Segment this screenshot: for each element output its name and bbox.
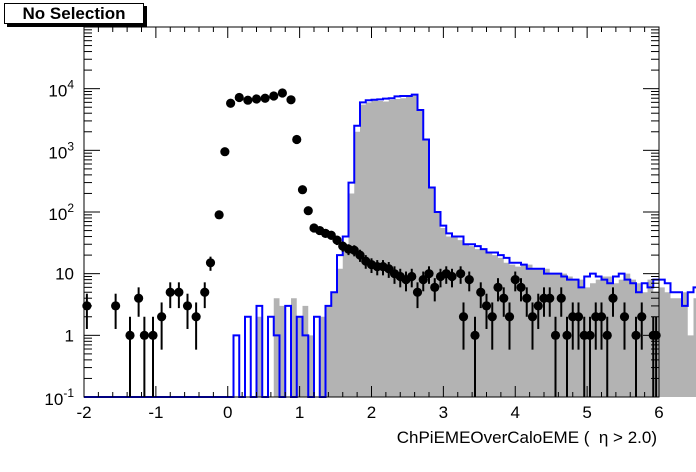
data-point-64 bbox=[527, 312, 538, 322]
data-point-8 bbox=[174, 287, 184, 297]
data-point-76 bbox=[596, 312, 607, 322]
data-point-52 bbox=[458, 312, 469, 322]
data-point-3 bbox=[134, 293, 144, 303]
data-point-55 bbox=[476, 287, 486, 297]
data-point-47 bbox=[430, 282, 440, 292]
y-tick-label-3: 102 bbox=[48, 201, 74, 224]
data-point-25 bbox=[303, 206, 313, 216]
x-tick-label-2: 0 bbox=[223, 403, 232, 422]
gray-histogram bbox=[84, 94, 696, 397]
data-point-58 bbox=[493, 282, 503, 292]
data-point-51 bbox=[456, 269, 466, 279]
data-point-6 bbox=[157, 312, 167, 322]
data-point-63 bbox=[522, 293, 532, 303]
x-tick-label-7: 5 bbox=[582, 403, 591, 422]
data-point-46 bbox=[424, 269, 434, 279]
data-point-44 bbox=[412, 287, 423, 297]
data-point-20 bbox=[269, 91, 279, 101]
data-point-78 bbox=[608, 293, 618, 303]
data-point-10 bbox=[191, 312, 201, 322]
data-point-2 bbox=[125, 330, 135, 340]
data-point-69 bbox=[556, 293, 566, 303]
data-point-15 bbox=[226, 98, 236, 108]
data-point-43 bbox=[407, 271, 417, 282]
y-tick-label-5: 104 bbox=[48, 78, 74, 101]
data-point-7 bbox=[165, 287, 175, 297]
data-point-70 bbox=[562, 330, 572, 340]
y-tick-label-1: 1 bbox=[65, 326, 74, 345]
data-point-54 bbox=[470, 330, 480, 340]
y-tick-label-4: 103 bbox=[48, 139, 74, 162]
data-point-56 bbox=[481, 301, 492, 311]
data-point-1 bbox=[111, 301, 121, 311]
data-point-17 bbox=[243, 95, 253, 105]
data-point-16 bbox=[234, 92, 244, 103]
blue-histogram-line bbox=[84, 93, 696, 398]
data-point-30 bbox=[332, 235, 342, 245]
data-point-45 bbox=[418, 275, 428, 285]
data-point-19 bbox=[260, 93, 270, 103]
chart-title: No Selection bbox=[4, 3, 144, 24]
data-point-18 bbox=[251, 94, 262, 104]
data-point-67 bbox=[545, 293, 555, 303]
data-point-61 bbox=[510, 275, 520, 285]
x-tick-label-0: -2 bbox=[76, 403, 91, 422]
data-point-11 bbox=[200, 287, 210, 297]
data-point-60 bbox=[504, 312, 515, 322]
data-point-74 bbox=[585, 330, 595, 340]
data-point-9 bbox=[182, 301, 193, 311]
x-tick-label-3: 1 bbox=[295, 403, 304, 422]
data-point-24 bbox=[297, 185, 308, 195]
data-point-57 bbox=[487, 312, 497, 322]
blue-histogram bbox=[84, 93, 696, 398]
data-points bbox=[82, 88, 661, 397]
data-point-22 bbox=[286, 95, 296, 105]
x-tick-label-1: -1 bbox=[148, 403, 163, 422]
data-point-80 bbox=[631, 330, 641, 340]
data-point-65 bbox=[533, 301, 543, 311]
x-axis-label: ChPiEMEOverCaloEME ( η > 2.0) bbox=[397, 428, 657, 447]
data-point-53 bbox=[464, 275, 474, 285]
data-point-81 bbox=[637, 312, 647, 322]
data-point-5 bbox=[148, 330, 158, 340]
data-point-12 bbox=[205, 258, 216, 268]
data-point-72 bbox=[573, 312, 584, 322]
gray-histogram-area bbox=[84, 94, 696, 397]
x-tick-label-8: 6 bbox=[654, 403, 663, 422]
x-tick-label-4: 2 bbox=[367, 403, 376, 422]
data-point-59 bbox=[499, 293, 509, 303]
x-tick-label-6: 4 bbox=[511, 403, 520, 422]
data-point-68 bbox=[550, 330, 561, 340]
data-point-79 bbox=[619, 312, 630, 322]
data-point-50 bbox=[447, 271, 457, 282]
data-point-23 bbox=[292, 134, 302, 145]
data-point-34 bbox=[355, 250, 365, 260]
y-tick-label-0: 10-1 bbox=[44, 386, 74, 409]
data-point-14 bbox=[220, 147, 230, 157]
x-tick-label-5: 3 bbox=[439, 403, 448, 422]
data-point-21 bbox=[277, 88, 287, 98]
data-point-77 bbox=[602, 330, 612, 340]
y-tick-label-2: 10 bbox=[55, 265, 74, 284]
tick-labels: -2 -1 0 1 2 3 4 5 6 10-1 1 10 102 103 104 bbox=[44, 78, 663, 422]
data-point-13 bbox=[214, 210, 224, 220]
data-point-4 bbox=[139, 330, 149, 340]
data-point-62 bbox=[516, 282, 526, 292]
axes bbox=[83, 26, 660, 398]
